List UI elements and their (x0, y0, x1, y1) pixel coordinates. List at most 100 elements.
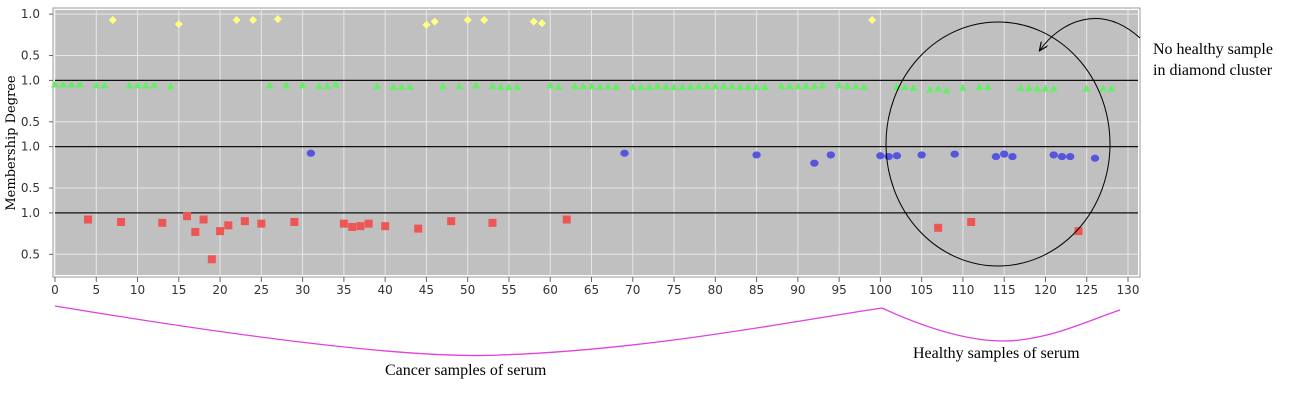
diamond-point (108, 15, 117, 24)
triangle-point (736, 83, 745, 91)
triangle-point (471, 81, 480, 89)
circle-point (1057, 152, 1067, 161)
x-tick-label: 45 (419, 283, 434, 297)
circle-point (826, 151, 836, 159)
triangle-point (331, 80, 340, 88)
triangle-point (546, 81, 555, 89)
circle-note-line2: in diamond cluster (1153, 62, 1273, 79)
square-point (364, 219, 373, 228)
triangle-point (504, 83, 513, 91)
x-tick-label: 75 (666, 283, 681, 297)
triangle-point (488, 82, 497, 90)
diamond-point (480, 15, 489, 24)
triangle-point (513, 83, 522, 91)
triangle-point (670, 83, 679, 91)
y-tick-label: 0.5 (21, 115, 40, 129)
circle-point (1066, 152, 1075, 161)
triangle-point (719, 82, 728, 90)
x-tick-label: 55 (501, 283, 516, 297)
square-point (216, 227, 225, 236)
triangle-point (282, 81, 291, 89)
panel-separators (55, 79, 1138, 214)
triangle-point (1041, 84, 1050, 92)
triangle-point (166, 82, 175, 90)
diamond-point (174, 20, 183, 29)
triangle-point (752, 83, 761, 91)
triangle-point (595, 83, 604, 91)
triangle-point (859, 83, 868, 91)
triangle-point (983, 83, 992, 91)
triangle-point (1049, 84, 1058, 92)
triangle-point (934, 84, 943, 92)
triangle-point (92, 81, 101, 89)
y-tick-label: 1.0 (21, 206, 40, 220)
triangle-point (1024, 83, 1033, 91)
triangle-point (150, 81, 159, 89)
triangle-point (1082, 84, 1091, 92)
y-tick-label: 1.0 (21, 140, 40, 154)
triangle-point (653, 82, 662, 90)
triangle-point (628, 83, 637, 91)
triangle-point (438, 82, 447, 90)
triangle-point (958, 83, 967, 91)
x-tick-label: 120 (1034, 283, 1057, 297)
square-point (934, 223, 943, 232)
x-tick-label: 110 (951, 283, 974, 297)
triangle-point (323, 82, 332, 90)
square-point (224, 221, 233, 230)
triangle-point (570, 82, 579, 90)
x-tick-label: 105 (910, 283, 933, 297)
y-axis-label: Membership Degree (4, 75, 19, 211)
diamond-point (430, 17, 439, 26)
diamond-point (463, 15, 472, 24)
y-tick-label: 0.5 (21, 247, 40, 261)
x-tick-label: 90 (790, 283, 805, 297)
square-point (339, 219, 348, 228)
triangle-point (315, 82, 324, 90)
circle-point (1049, 151, 1058, 159)
square-point (207, 255, 216, 264)
triangle-point (909, 83, 918, 91)
cancer-label: Cancer samples of serum (385, 362, 547, 379)
triangle-point (793, 82, 802, 90)
triangle-point (645, 83, 654, 91)
x-tick-label: 35 (336, 283, 351, 297)
x-tick-label: 5 (92, 283, 100, 297)
triangle-point (678, 83, 687, 91)
triangle-point (100, 81, 109, 89)
triangle-point (455, 82, 464, 90)
square-point (257, 219, 266, 228)
triangle-point (901, 83, 910, 91)
cancer-brace (54, 305, 883, 357)
triangle-point (496, 83, 505, 91)
triangle-point (1016, 83, 1025, 91)
square-point (158, 218, 167, 227)
diamond-point (249, 15, 258, 24)
triangle-point (686, 83, 695, 91)
square-point (290, 218, 299, 226)
triangle-point (265, 81, 274, 89)
triangle-point (785, 82, 794, 90)
x-tick-label: 15 (171, 283, 186, 297)
triangle-point (125, 81, 134, 89)
triangle-point (389, 83, 398, 91)
circle-point (752, 151, 761, 159)
x-tick-label: 115 (993, 283, 1016, 297)
circle-point (991, 152, 1001, 161)
triangle-point (975, 83, 984, 91)
x-tick-label: 80 (708, 283, 723, 297)
circle-point (999, 150, 1009, 158)
square-point (356, 222, 365, 231)
square-point (562, 215, 571, 224)
x-tick-label: 70 (625, 283, 640, 297)
diamond-point (273, 15, 282, 24)
x-tick-label: 130 (1117, 283, 1140, 297)
triangle-point (694, 82, 703, 90)
circle-point (810, 159, 819, 167)
triangle-point (661, 83, 670, 91)
x-tick-label: 100 (869, 283, 892, 297)
circle-point (1008, 152, 1017, 161)
triangle-point (141, 81, 150, 89)
triangle-point (637, 83, 646, 91)
